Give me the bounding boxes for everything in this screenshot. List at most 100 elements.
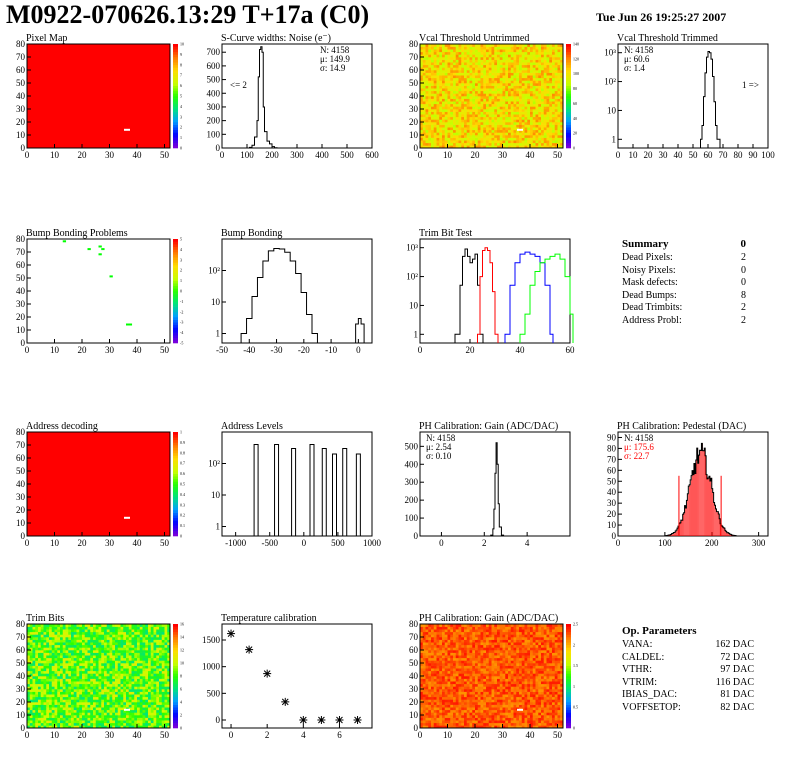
heatmap-cell [128,681,132,685]
heatmap-cell [137,709,141,713]
heatmap-cell [486,57,490,60]
heatmap-cell [137,683,141,687]
heatmap-cell [461,54,465,58]
heatmap-cell [159,624,163,627]
heatmap-cell [40,644,44,648]
heatmap-cell [145,668,149,672]
heatmap-cell [131,642,135,646]
heatmap-cell [84,712,88,716]
heatmap-cell [453,75,457,79]
heatmap-cell [145,683,149,687]
heatmap-cell [161,665,165,669]
palette-step [173,709,178,713]
heatmap-cell [552,127,556,131]
heatmap-cell [420,717,424,721]
heatmap-cell [40,722,44,726]
heatmap-cell [491,114,495,118]
heatmap-cell [109,657,113,661]
heatmap-cell [109,678,113,682]
heatmap-cell [480,49,484,53]
heatmap-cell [65,702,69,705]
heatmap-cell [128,683,132,687]
palette-step [173,309,178,313]
heatmap-cell [480,57,484,60]
heatmap-cell [161,694,165,698]
heatmap-cell [431,145,435,149]
heatmap-cell [93,642,97,646]
palette-label: 0.8 [180,450,185,455]
heatmap-cell [115,639,119,643]
heatmap-cell [425,64,429,68]
heatmap-cell [79,673,83,677]
heatmap-cell [46,668,50,672]
heatmap-cell [131,678,135,682]
heatmap-cell [82,720,86,724]
heatmap-cell [101,644,105,648]
heatmap-cell [148,725,152,729]
heatmap-cell [134,650,138,653]
heatmap-cell [134,639,138,643]
heatmap-cell [546,101,550,105]
heatmap-cell [420,699,424,703]
heatmap-cell [535,90,539,94]
heatmap-cell [505,140,509,144]
heatmap-cell [494,116,498,120]
heatmap-cell [464,72,468,76]
heatmap-cell [35,626,39,630]
heatmap-cell [84,707,88,711]
heatmap-cell [159,652,163,656]
heatmap-cell [546,137,550,141]
heatmap-cell [450,49,454,53]
heatmap-cell [538,106,542,110]
heatmap-cell [164,683,168,687]
heatmap-cell [488,46,492,50]
heatmap-cell [439,119,443,123]
heatmap-cell [420,129,424,133]
heatmap-cell [156,626,160,630]
heatmap-cell [71,629,75,633]
heatmap-cell [49,644,53,648]
heatmap-cell [560,101,564,105]
y-tick-label: 0 [216,715,221,725]
heatmap-cell [167,634,171,638]
heatmap-cell [32,696,36,700]
heatmap-cell [65,709,69,713]
chart-ph-gain: PH Calibration: Gain (ADC/DAC)0 2 40100200… [405,421,571,548]
heatmap-cell [51,686,55,690]
heatmap-cell [106,715,110,718]
heatmap-cell [442,46,446,50]
heatmap-cell [447,75,451,79]
data-point [317,716,326,724]
heatmap-cell [134,676,138,679]
heatmap-cell [483,70,487,73]
heatmap-cell [464,127,468,131]
heatmap-cell [475,88,479,92]
heatmap-cell [505,62,509,66]
heatmap-cell [104,644,108,648]
heatmap-cell [524,54,528,58]
palette-step [566,129,571,133]
heatmap-cell [159,670,163,674]
heatmap-cell [153,624,157,627]
heatmap-cell [104,626,108,630]
heatmap-cell [156,655,160,659]
heatmap-cell [90,712,94,716]
palette-step [566,114,571,118]
heatmap-cell [46,657,50,661]
heatmap-cell [538,127,542,131]
heatmap-cell [497,106,501,110]
heatmap-cell [109,717,113,721]
heatmap-cell [79,647,83,651]
heatmap-cell [532,101,536,105]
heatmap-cell [486,135,490,138]
heatmap-cell [161,663,165,666]
heatmap-cell [442,75,446,79]
heatmap-cell [82,676,86,679]
heatmap-cell [499,137,503,141]
heatmap-cell [510,129,514,133]
heatmap-cell [131,686,135,690]
heatmap-cell [560,114,564,118]
heatmap-cell [532,46,536,50]
heatmap-cell [444,111,448,115]
heatmap-cell [546,75,550,79]
